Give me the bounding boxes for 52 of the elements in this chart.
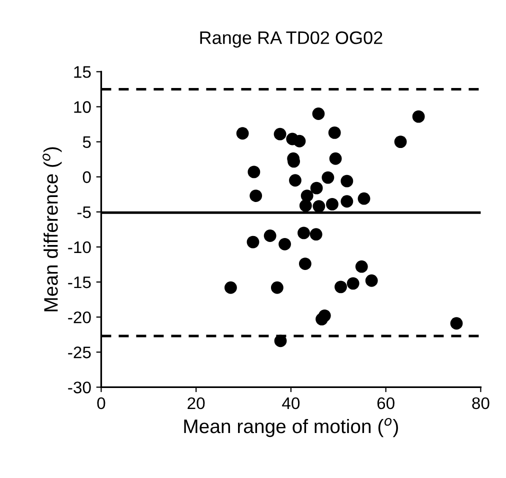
point: [312, 108, 325, 120]
point: [274, 128, 286, 140]
y-tick-label: -5: [77, 206, 91, 218]
point: [264, 230, 276, 242]
point: [298, 226, 310, 240]
y-axis-title: Mean difference ($^{o}$): [42, 147, 62, 312]
point: [270, 281, 284, 294]
point: [298, 258, 312, 270]
y-tick-label: -20: [68, 311, 91, 324]
point: [250, 190, 262, 202]
point: [326, 198, 338, 210]
point: [299, 199, 312, 212]
point: [365, 274, 378, 287]
point: [322, 171, 334, 184]
point: [412, 110, 425, 123]
y-tick-label: 10: [74, 101, 91, 113]
y-tick-label: 15: [74, 66, 91, 78]
point: [316, 312, 328, 326]
point: [293, 134, 306, 148]
point: [329, 152, 342, 165]
point: [394, 136, 407, 148]
y-tick-label: 0: [82, 171, 91, 184]
point: [246, 236, 260, 248]
y-tick-label: 5: [82, 136, 91, 148]
x-axis-title: Mean range of motion ($^{o}$): [184, 418, 398, 438]
y-tick-label: -15: [68, 276, 91, 288]
point: [358, 192, 370, 205]
x-tick-label: 80: [472, 397, 490, 410]
chart-title: Range RA TD02 OG02: [200, 31, 382, 48]
point: [355, 260, 368, 273]
y-tick-label: -10: [68, 241, 91, 254]
point: [450, 317, 463, 330]
point: [346, 277, 360, 290]
y-tick-label: -25: [68, 346, 91, 358]
x-tick-label: 0: [97, 397, 106, 410]
point: [236, 127, 249, 140]
point: [278, 238, 291, 250]
point: [328, 126, 341, 139]
point: [310, 228, 322, 241]
point: [248, 166, 260, 178]
x-tick-label: 60: [377, 397, 394, 410]
y-tick-label: -30: [68, 382, 91, 394]
x-tick-label: 20: [188, 397, 205, 410]
point: [289, 174, 302, 187]
point: [334, 280, 347, 294]
point: [340, 174, 354, 188]
point: [312, 200, 326, 213]
point: [274, 334, 287, 348]
point: [340, 195, 354, 208]
point: [224, 281, 237, 294]
point: [310, 182, 323, 194]
x-tick-label: 40: [282, 397, 300, 410]
